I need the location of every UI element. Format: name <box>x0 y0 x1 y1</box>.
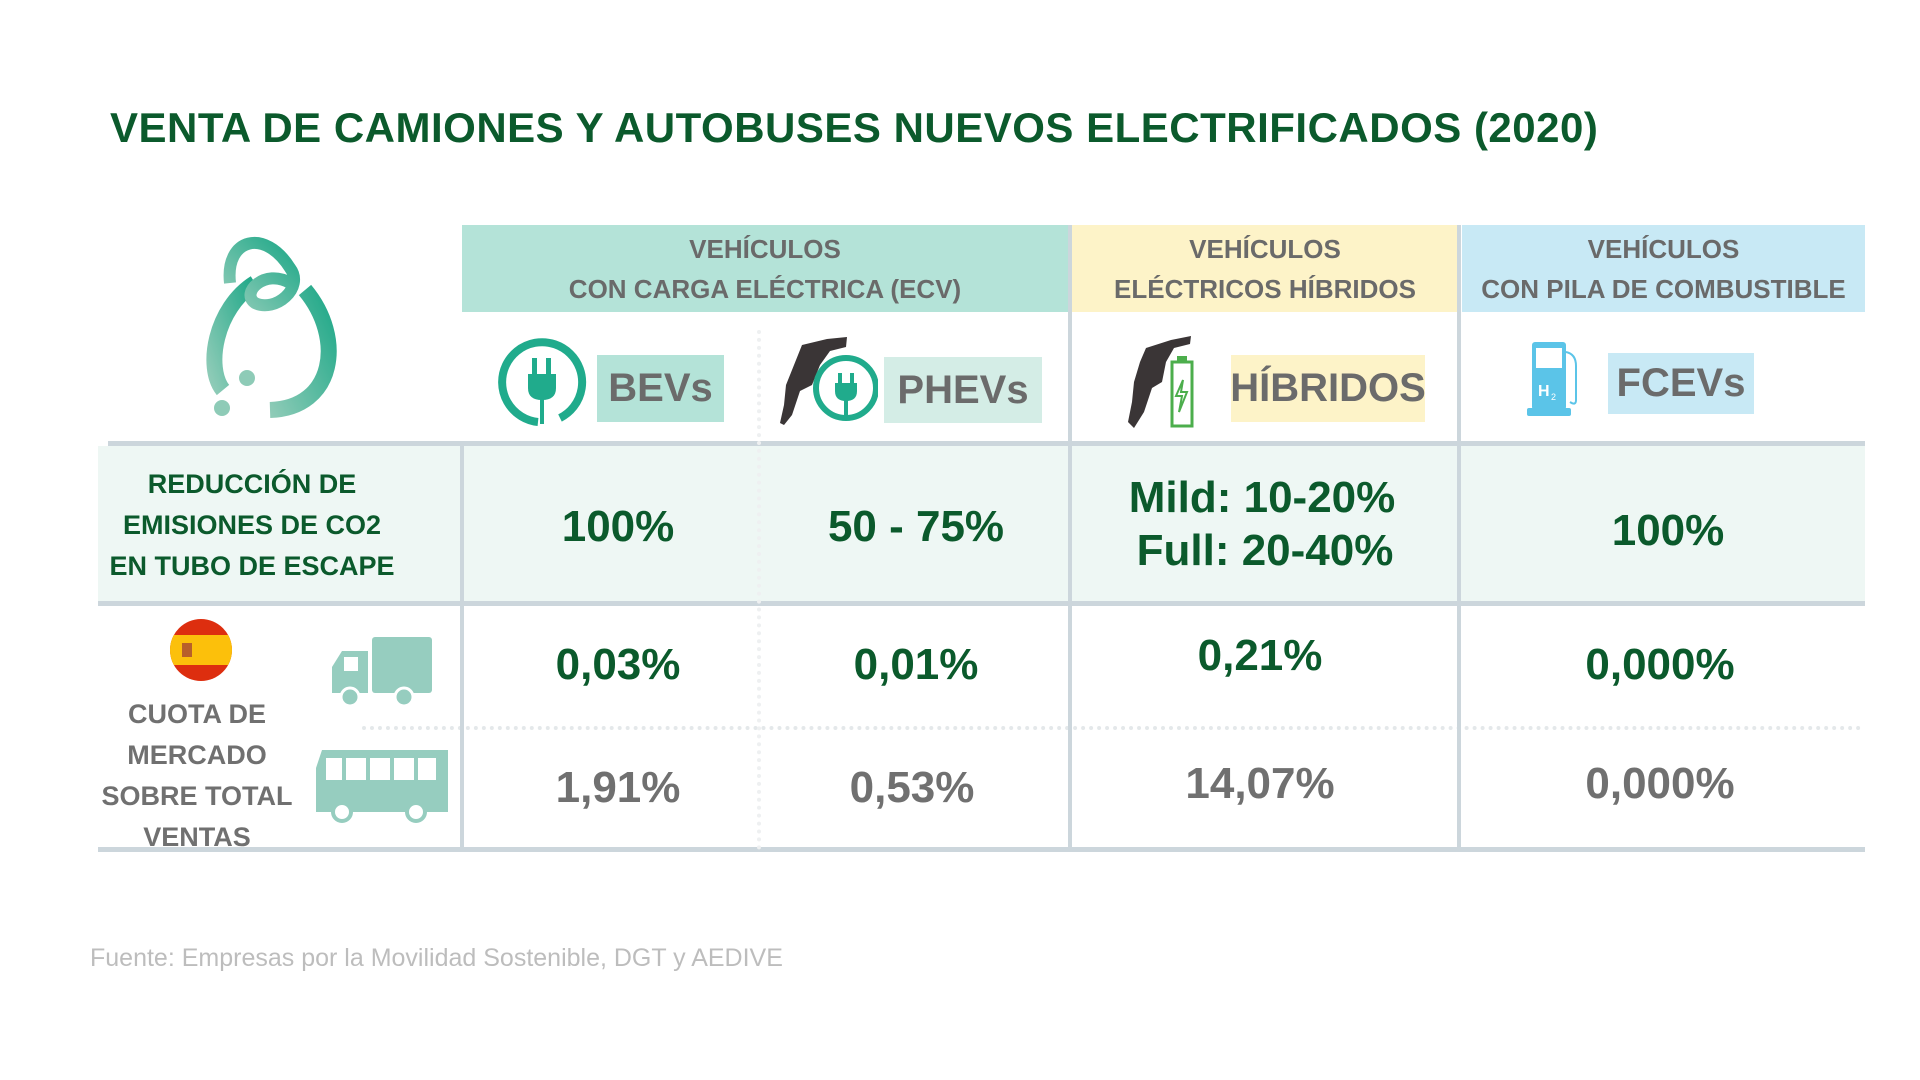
sustainability-logo-icon <box>206 236 337 418</box>
trucks-bevs: 0,03% <box>555 640 681 689</box>
emissions-fcevs: 100% <box>1611 506 1725 555</box>
label-line: EMISIONES DE CO2 <box>122 510 382 540</box>
divider <box>108 441 1865 446</box>
page-title: VENTA DE CAMIONES Y AUTOBUSES NUEVOS ELE… <box>110 104 1599 151</box>
plug-icon <box>498 338 587 426</box>
emissions-row-bg <box>98 446 1865 603</box>
emissions-bevs: 100% <box>561 502 675 551</box>
buses-bevs: 1,91% <box>555 763 681 812</box>
label-line: VENTAS <box>143 822 251 852</box>
emissions-row-label: REDUCCIÓN DE EMISIONES DE CO2 EN TUBO DE… <box>109 464 394 587</box>
label-line: REDUCCIÓN DE <box>147 469 357 499</box>
bus-icon <box>316 750 448 823</box>
trucks-phevs: 0,01% <box>853 640 979 689</box>
group-line2: CON PILA DE COMBUSTIBLE <box>1481 273 1846 304</box>
market-share-label: CUOTA DE MERCADO SOBRE TOTAL VENTAS <box>101 694 292 858</box>
group-header-hybrid: VEHÍCULOS ELÉCTRICOS HÍBRIDOS <box>1072 225 1458 312</box>
source-footer: Fuente: Empresas por la Movilidad Sosten… <box>90 944 783 972</box>
buses-hybrid: 14,07% <box>1185 759 1335 808</box>
type-label-fcevs: FCEVs <box>1608 353 1754 414</box>
group-line1: VEHÍCULOS <box>1587 233 1740 264</box>
fuel-nozzle-battery-icon <box>1128 336 1194 428</box>
type-label-phevs: PHEVs <box>884 357 1042 423</box>
group-line1: VEHÍCULOS <box>689 233 841 264</box>
group-line2: CON CARGA ELÉCTRICA (ECV) <box>568 273 962 304</box>
divider <box>460 446 464 850</box>
type-label-bevs: BEVs <box>597 355 724 422</box>
emissions-hybrid-full: Full: 20-40% <box>1136 526 1394 575</box>
trucks-hybrid: 0,21% <box>1197 631 1323 680</box>
buses-fcevs: 0,000% <box>1585 759 1735 808</box>
truck-icon <box>332 637 432 708</box>
group-header-fuelcell: VEHÍCULOS CON PILA DE COMBUSTIBLE <box>1462 225 1865 312</box>
label-line: EN TUBO DE ESCAPE <box>109 551 395 581</box>
emissions-hybrid-mild: Mild: 10-20% <box>1128 473 1396 522</box>
fuel-nozzle-plug-icon <box>780 337 878 425</box>
svg-text:2: 2 <box>1551 392 1556 402</box>
group-line2: ELÉCTRICOS HÍBRIDOS <box>1114 273 1416 304</box>
dotted-divider <box>757 330 761 850</box>
divider <box>98 847 1865 852</box>
group-header-ecv: VEHÍCULOS CON CARGA ELÉCTRICA (ECV) <box>462 225 1068 312</box>
label-line: CUOTA DE <box>127 699 266 729</box>
divider <box>1457 225 1461 850</box>
type-label-hibridos: HÍBRIDOS <box>1230 355 1426 422</box>
spain-flag-icon <box>170 619 232 681</box>
emissions-phevs: 50 - 75% <box>827 502 1005 551</box>
group-line1: VEHÍCULOS <box>1189 233 1341 264</box>
svg-text:H: H <box>1538 383 1550 400</box>
divider <box>98 601 1865 606</box>
buses-phevs: 0,53% <box>849 763 975 812</box>
divider <box>1068 225 1072 850</box>
dotted-divider <box>362 726 1862 730</box>
label-line: MERCADO <box>127 740 267 770</box>
label-line: SOBRE TOTAL <box>101 781 293 811</box>
trucks-fcevs: 0,000% <box>1585 640 1735 689</box>
